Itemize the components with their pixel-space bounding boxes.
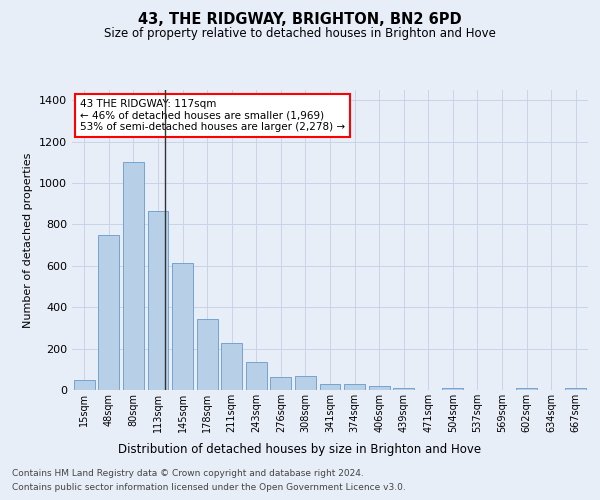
Bar [246,362,267,390]
Text: 43, THE RIDGWAY, BRIGHTON, BN2 6PD: 43, THE RIDGWAY, BRIGHTON, BN2 6PD [138,12,462,28]
Y-axis label: Number of detached properties: Number of detached properties [23,152,34,328]
Text: Size of property relative to detached houses in Brighton and Hove: Size of property relative to detached ho… [104,28,496,40]
Bar [221,344,242,390]
Text: Contains HM Land Registry data © Crown copyright and database right 2024.: Contains HM Land Registry data © Crown c… [12,468,364,477]
Text: 43 THE RIDGWAY: 117sqm
← 46% of detached houses are smaller (1,969)
53% of semi-: 43 THE RIDGWAY: 117sqm ← 46% of detached… [80,99,345,132]
Bar [565,388,586,390]
Bar [74,380,95,390]
Bar [516,388,537,390]
Bar [368,386,389,390]
Bar [344,384,365,390]
Bar [393,388,414,390]
Text: Distribution of detached houses by size in Brighton and Hove: Distribution of detached houses by size … [118,442,482,456]
Bar [295,376,316,390]
Bar [98,235,119,390]
Bar [320,384,340,390]
Bar [271,376,292,390]
Text: Contains public sector information licensed under the Open Government Licence v3: Contains public sector information licen… [12,484,406,492]
Bar [197,318,218,390]
Bar [123,162,144,390]
Bar [442,388,463,390]
Bar [172,263,193,390]
Bar [148,211,169,390]
